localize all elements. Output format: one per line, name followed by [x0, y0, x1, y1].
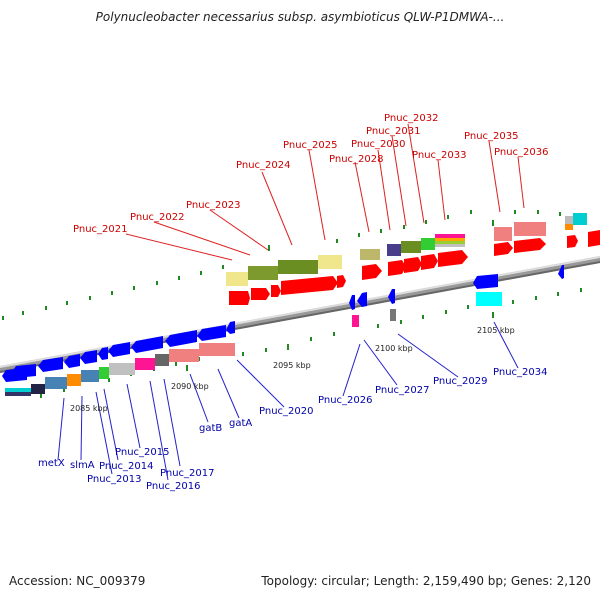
gene-block-2035 — [494, 227, 512, 241]
gene-block-2032 — [421, 238, 435, 250]
forward-gene-arrow — [362, 264, 382, 280]
gene-label: Pnuc_2016 — [146, 481, 200, 492]
forward-gene-arrow — [588, 230, 600, 247]
reverse-track-colors — [5, 292, 502, 396]
gene-label: Pnuc_2034 — [493, 367, 547, 378]
forward-gene-arrow — [281, 276, 338, 295]
gene-block-2031 — [401, 241, 421, 253]
gene-label: slmA — [70, 460, 95, 471]
forward-gene-arrow — [251, 288, 270, 300]
gene-label: Pnuc_2026 — [318, 395, 372, 406]
reverse-gene-arrow — [197, 325, 226, 341]
gene-label: Pnuc_2036 — [494, 147, 548, 158]
reverse-gene-arrow — [80, 350, 97, 364]
reverse-gene-arrow — [357, 292, 367, 307]
reverse-gene-arrow — [98, 347, 108, 360]
gene-block-2030 — [387, 244, 401, 256]
gene-label: Pnuc_2021 — [73, 224, 127, 235]
reverse-gene-arrow — [38, 357, 63, 372]
reverse-gene-arrow — [12, 364, 36, 378]
reverse-gene-arrow — [388, 289, 395, 304]
gene-label: Pnuc_2032 — [384, 113, 438, 124]
gene-block-2022 — [248, 266, 278, 280]
gene-label: Pnuc_2033 — [412, 150, 466, 161]
forward-gene-arrow — [337, 275, 346, 288]
label-leaders — [57, 123, 525, 481]
tick-dots — [2, 210, 582, 398]
kbp-label: 2105 kbp — [477, 326, 515, 335]
kbp-label: 2095 kbp — [273, 361, 311, 370]
gene-label: Pnuc_2028 — [329, 154, 383, 165]
accession-label: Accession: NC_009379 — [9, 574, 146, 588]
forward-gene-arrow — [271, 285, 281, 297]
gene-label: Pnuc_2030 — [351, 139, 405, 150]
gene-block-2025 — [318, 255, 342, 269]
gene-block-2036 — [514, 222, 546, 236]
gene-label: Pnuc_2023 — [186, 200, 240, 211]
reverse-gene-arrow — [558, 265, 564, 279]
gene-block-2028 — [360, 249, 380, 260]
forward-gene-arrow — [404, 257, 422, 273]
gene-label: Pnuc_2020 — [259, 406, 313, 417]
gene-label: Pnuc_2022 — [130, 212, 184, 223]
gene-label: Pnuc_2015 — [115, 447, 169, 458]
reverse-gene-arrow — [349, 295, 355, 310]
gene-label: Pnuc_2035 — [464, 131, 518, 142]
top-gene-labels: Pnuc_2021 Pnuc_2022 Pnuc_2023 Pnuc_2024 … — [73, 113, 548, 235]
kbp-labels: 2085 kbp 2090 kbp 2095 kbp 2100 kbp 2105… — [70, 326, 515, 413]
gene-label: gatB — [199, 423, 222, 434]
reverse-gene-arrow — [473, 274, 498, 289]
forward-gene-arrow — [421, 254, 438, 270]
gene-block-2024 — [278, 260, 318, 274]
reverse-gene-arrow — [226, 321, 235, 334]
gene-block-2021 — [226, 272, 248, 286]
forward-track-colors — [226, 213, 587, 286]
reverse-gene-arrow — [165, 330, 197, 347]
forward-gene-arrow — [229, 291, 250, 305]
gene-label: Pnuc_2027 — [375, 385, 429, 396]
map-title: Polynucleobacter necessarius subsp. asym… — [95, 10, 505, 24]
gene-label: Pnuc_2024 — [236, 160, 290, 171]
forward-gene-arrow — [438, 250, 468, 267]
gene-label: Pnuc_2031 — [366, 126, 420, 137]
gene-label: Pnuc_2025 — [283, 140, 337, 151]
kbp-label: 2090 kbp — [171, 382, 209, 391]
gene-label: gatA — [229, 418, 252, 429]
topology-summary: Topology: circular; Length: 2,159,490 bp… — [261, 574, 591, 588]
kbp-label: 2100 kbp — [375, 344, 413, 353]
gene-label: metX — [38, 458, 65, 469]
forward-genes — [229, 230, 600, 305]
forward-gene-arrow — [567, 235, 578, 248]
gene-label: Pnuc_2029 — [433, 376, 487, 387]
gene-label: Pnuc_2014 — [99, 461, 153, 472]
forward-gene-arrow — [494, 242, 513, 256]
bottom-gene-labels: metX slmA Pnuc_2013 Pnuc_2014 Pnuc_2015 … — [38, 367, 547, 492]
gene-label: Pnuc_2013 — [87, 474, 141, 485]
gene-label: Pnuc_2017 — [160, 468, 214, 479]
reverse-gene-arrow — [131, 336, 163, 353]
forward-gene-arrow — [514, 238, 546, 253]
reverse-gene-arrow — [64, 354, 80, 368]
kbp-label: 2085 kbp — [70, 404, 108, 413]
reverse-genes — [2, 265, 564, 382]
forward-gene-arrow — [388, 260, 406, 276]
reverse-gene-arrow — [108, 342, 130, 357]
